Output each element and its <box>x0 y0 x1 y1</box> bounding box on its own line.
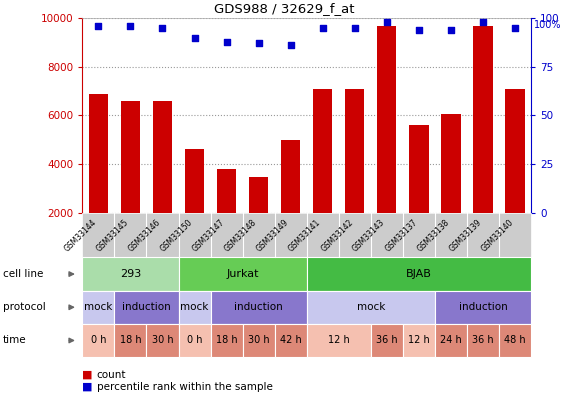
Text: GSM33149: GSM33149 <box>255 218 291 254</box>
Text: induction: induction <box>122 302 171 312</box>
Text: 18 h: 18 h <box>216 335 237 345</box>
Text: induction: induction <box>458 302 507 312</box>
Text: GDS988 / 32629_f_at: GDS988 / 32629_f_at <box>214 2 354 15</box>
Point <box>318 25 327 31</box>
Point <box>190 34 199 41</box>
Bar <box>281 140 300 213</box>
Text: GSM33142: GSM33142 <box>319 218 355 254</box>
Point <box>382 19 391 26</box>
Bar <box>410 125 428 213</box>
Text: mock: mock <box>181 302 208 312</box>
Text: induction: induction <box>234 302 283 312</box>
Text: GSM33139: GSM33139 <box>447 218 483 254</box>
Bar <box>249 177 268 213</box>
Text: protocol: protocol <box>3 302 45 312</box>
Point <box>286 42 295 49</box>
Text: time: time <box>3 335 27 345</box>
Bar <box>473 26 492 213</box>
Text: 30 h: 30 h <box>152 335 173 345</box>
Text: 0 h: 0 h <box>91 335 106 345</box>
Text: 24 h: 24 h <box>440 335 462 345</box>
Text: mock: mock <box>84 302 112 312</box>
Point <box>222 38 231 45</box>
Point <box>254 40 263 47</box>
Bar <box>153 101 172 213</box>
Text: percentile rank within the sample: percentile rank within the sample <box>97 382 273 392</box>
Bar <box>185 149 204 213</box>
Point <box>94 23 103 29</box>
Bar <box>217 169 236 213</box>
Text: 36 h: 36 h <box>376 335 398 345</box>
Text: ■: ■ <box>82 369 93 379</box>
Point <box>350 25 360 31</box>
Text: ■: ■ <box>82 382 93 392</box>
Point <box>158 25 167 31</box>
Text: GSM33146: GSM33146 <box>127 218 162 254</box>
Bar <box>506 89 525 213</box>
Text: GSM33141: GSM33141 <box>287 218 323 254</box>
Text: count: count <box>97 369 126 379</box>
Bar <box>89 94 108 213</box>
Point <box>478 19 487 26</box>
Text: 100%: 100% <box>534 20 561 30</box>
Text: GSM33150: GSM33150 <box>159 218 194 254</box>
Text: GSM33147: GSM33147 <box>191 218 227 254</box>
Text: Jurkat: Jurkat <box>227 269 259 279</box>
Point <box>446 27 456 33</box>
Text: GSM33145: GSM33145 <box>95 218 131 254</box>
Bar <box>345 89 365 213</box>
Text: GSM33138: GSM33138 <box>415 218 451 254</box>
Text: GSM33144: GSM33144 <box>62 218 98 254</box>
Text: GSM33137: GSM33137 <box>383 218 419 254</box>
Text: 36 h: 36 h <box>472 335 494 345</box>
Text: 0 h: 0 h <box>187 335 202 345</box>
Text: 12 h: 12 h <box>328 335 350 345</box>
Bar <box>121 101 140 213</box>
Bar <box>441 114 461 213</box>
Text: 30 h: 30 h <box>248 335 269 345</box>
Text: BJAB: BJAB <box>406 269 432 279</box>
Text: GSM33148: GSM33148 <box>223 218 258 254</box>
Point <box>415 27 424 33</box>
Text: 42 h: 42 h <box>280 335 302 345</box>
Text: 293: 293 <box>120 269 141 279</box>
Bar <box>313 89 332 213</box>
Text: GSM33140: GSM33140 <box>479 218 515 254</box>
Text: cell line: cell line <box>3 269 43 279</box>
Bar <box>377 26 396 213</box>
Text: 18 h: 18 h <box>120 335 141 345</box>
Point <box>126 23 135 29</box>
Text: 12 h: 12 h <box>408 335 430 345</box>
Text: 48 h: 48 h <box>504 335 526 345</box>
Point <box>511 25 520 31</box>
Text: mock: mock <box>357 302 385 312</box>
Text: GSM33143: GSM33143 <box>351 218 387 254</box>
